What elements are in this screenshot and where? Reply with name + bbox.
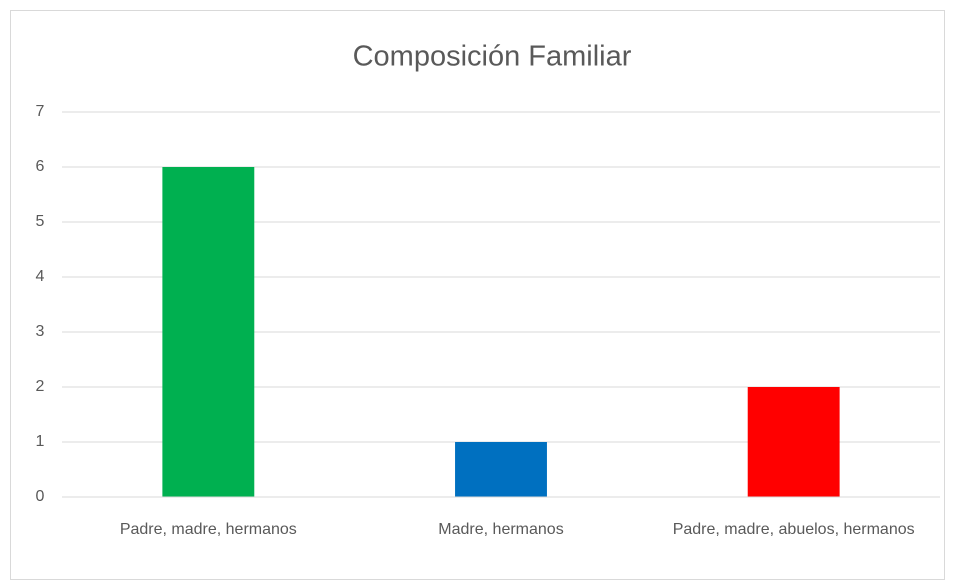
y-tick-label: 0	[36, 488, 45, 505]
y-tick-label: 6	[36, 158, 45, 175]
y-tick-label: 1	[36, 433, 45, 450]
x-tick-label: Padre, madre, hermanos	[120, 521, 297, 538]
chart-title: Composición Familiar	[353, 41, 632, 73]
y-tick-label: 2	[36, 378, 45, 395]
x-tick-label: Padre, madre, abuelos, hermanos	[673, 521, 915, 538]
y-tick-label: 3	[36, 323, 45, 340]
x-tick-label: Madre, hermanos	[438, 521, 563, 538]
y-tick-label: 5	[36, 213, 45, 230]
bar	[162, 167, 255, 497]
bar	[455, 442, 547, 497]
y-tick-label: 4	[36, 268, 45, 285]
bar	[747, 387, 840, 497]
y-tick-label: 7	[36, 103, 45, 120]
